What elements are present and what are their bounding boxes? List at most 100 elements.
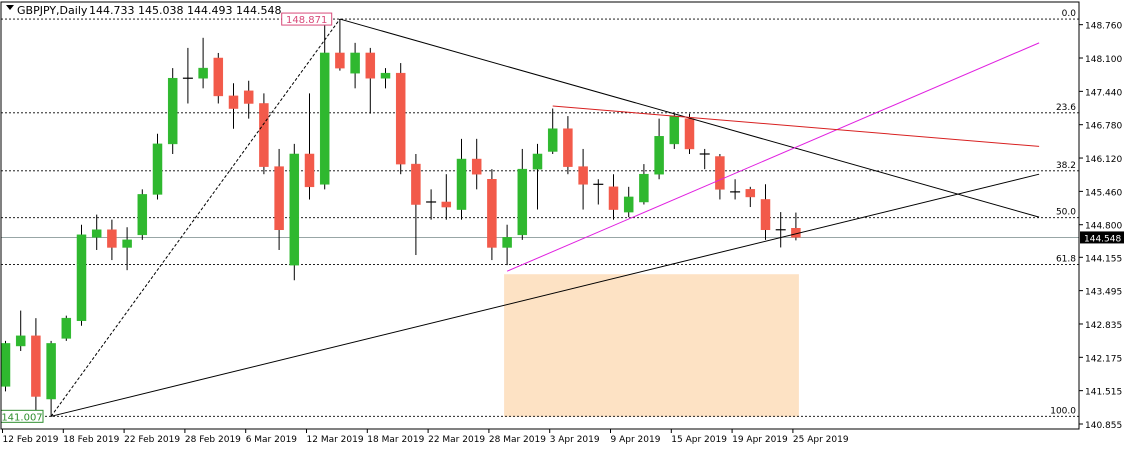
symbol-label: GBPJPY,Daily xyxy=(17,4,88,17)
y-tick-label: 145.460 xyxy=(1085,188,1122,198)
trendline-descending-black xyxy=(339,18,1040,218)
trendline-rising-magenta xyxy=(506,42,1040,272)
y-tick-label: 147.440 xyxy=(1085,88,1122,98)
candle-bull xyxy=(502,237,512,248)
candle-bear xyxy=(274,166,284,231)
ohlc-label: 144.733 145.038 144.493 144.548 xyxy=(89,4,281,17)
candle-bear xyxy=(365,52,376,79)
x-tick-label: 18 Feb 2019 xyxy=(63,435,119,445)
x-tick-label: 28 Feb 2019 xyxy=(185,435,241,445)
y-tick-label: 141.515 xyxy=(1085,388,1122,398)
candle-bear xyxy=(107,229,117,248)
candle-bull xyxy=(532,153,543,170)
candles-layer xyxy=(0,19,801,420)
fib-level-label: 50.0 xyxy=(1056,208,1076,218)
candle-bull xyxy=(61,317,72,339)
trendline-fib-base xyxy=(50,18,341,417)
candle-bull xyxy=(456,158,467,210)
fib-level-label: 0.0 xyxy=(1062,9,1077,19)
fib-level-label: 100.0 xyxy=(1050,406,1076,416)
dropdown-triangle-icon xyxy=(6,5,14,10)
target-zone xyxy=(504,274,799,417)
candle-bull xyxy=(517,168,528,236)
fibonacci-layer: 0.0 23.6 38.2 50.0 61.8 100.0 xyxy=(1,9,1079,417)
x-tick-label: 12 Feb 2019 xyxy=(3,435,59,445)
candle-bull xyxy=(152,143,163,195)
swing-high-box xyxy=(281,12,333,26)
candle-bull xyxy=(167,77,178,145)
candle-bull xyxy=(289,153,300,266)
candle-bear xyxy=(684,118,695,150)
candle-bear xyxy=(760,199,771,231)
candle-bear xyxy=(243,90,254,104)
x-tick-label: 6 Mar 2019 xyxy=(246,435,298,445)
candle-bear xyxy=(213,57,224,97)
candle-bull xyxy=(350,52,360,74)
candle-bull xyxy=(669,115,680,145)
candle-bull xyxy=(547,128,558,152)
candle-bull xyxy=(137,194,148,236)
x-tick-label: 19 Apr 2019 xyxy=(732,435,788,445)
fib-level-label: 23.6 xyxy=(1056,103,1076,113)
candle-bear xyxy=(31,335,41,397)
y-tick-label: 146.120 xyxy=(1085,155,1122,165)
y-tick-label: 142.835 xyxy=(1085,321,1122,331)
candle-bear xyxy=(563,128,573,167)
candle-bull xyxy=(623,196,634,213)
candle-bull xyxy=(122,239,132,248)
x-tick-label: 15 Apr 2019 xyxy=(671,435,727,445)
candle-bear xyxy=(259,103,269,167)
swing-low-label: 141.007 xyxy=(1,412,42,423)
trendline-resistance-red xyxy=(552,105,1040,147)
current-price-badge xyxy=(1080,231,1124,244)
y-tick-label: 146.780 xyxy=(1085,122,1122,132)
x-axis: 12 Feb 2019 18 Feb 2019 22 Feb 2019 28 Feb … xyxy=(2,429,849,445)
candle-bear xyxy=(578,166,588,185)
plot-frame xyxy=(0,1,1080,430)
highlight-zone-layer xyxy=(504,274,799,417)
candle-bull xyxy=(380,72,391,79)
candle-bear xyxy=(745,189,756,198)
fib-level-label: 61.8 xyxy=(1056,255,1076,265)
trendline-rising-support xyxy=(50,173,1040,417)
header-label: GBPJPY,Daily 144.733 145.038 144.493 144… xyxy=(6,4,281,17)
candle-bear xyxy=(335,52,345,69)
y-tick-label: 144.800 xyxy=(1085,222,1122,232)
candle-bull xyxy=(319,52,330,185)
y-tick-label: 148.100 xyxy=(1085,55,1122,65)
candle-bull xyxy=(639,173,649,203)
x-tick-label: 22 Feb 2019 xyxy=(124,435,180,445)
fib-level-label: 38.2 xyxy=(1056,161,1076,171)
y-tick-label: 143.495 xyxy=(1085,288,1122,298)
swing-high-label: 148.871 xyxy=(286,15,327,26)
trendlines-layer xyxy=(50,18,1040,417)
candle-bear xyxy=(608,186,619,210)
candle-bear xyxy=(441,201,452,208)
candle-bull xyxy=(0,343,11,387)
candle-bull xyxy=(198,67,208,79)
candle-bear xyxy=(395,72,406,165)
y-tick-label: 140.855 xyxy=(1085,421,1122,431)
candle-bear xyxy=(715,156,725,190)
candle-bear xyxy=(411,163,421,205)
candle-bear xyxy=(471,158,482,175)
candle-bear xyxy=(487,178,497,248)
y-tick-label: 148.760 xyxy=(1085,22,1122,32)
candle-bull xyxy=(46,343,56,400)
candle-bear xyxy=(304,153,315,188)
candle-bull xyxy=(654,136,664,175)
x-tick-label: 9 Apr 2019 xyxy=(611,435,661,445)
candle-bull xyxy=(76,234,87,321)
candle-bear xyxy=(228,95,239,109)
x-tick-label: 12 Mar 2019 xyxy=(307,435,364,445)
y-tick-label: 144.155 xyxy=(1085,254,1122,264)
y-tick-label: 142.175 xyxy=(1085,354,1122,364)
candle-bull xyxy=(15,335,26,347)
x-tick-label: 3 Apr 2019 xyxy=(550,435,600,445)
y-axis: 148.760 148.100 147.440 146.780 146.120 145.4… xyxy=(1079,22,1124,431)
x-tick-label: 28 Mar 2019 xyxy=(489,435,546,445)
labels-layer: 148.871 141.007 xyxy=(0,12,333,423)
current-price-label: 144.548 xyxy=(1084,234,1121,244)
x-tick-label: 25 Apr 2019 xyxy=(793,435,849,445)
